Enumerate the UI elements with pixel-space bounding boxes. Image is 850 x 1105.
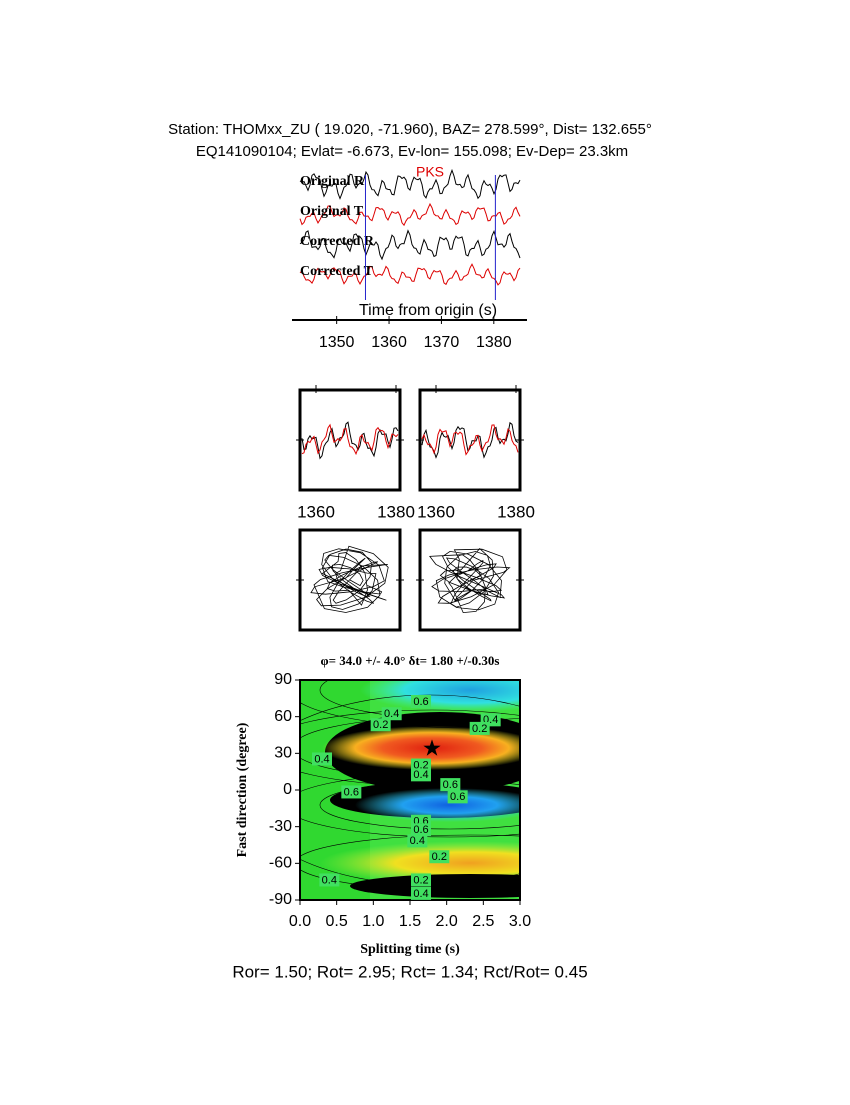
x-tick-label: 1.0 [362,913,384,930]
y-tick-label: 30 [274,745,292,762]
trace [299,202,521,227]
y-tick-label: 90 [274,671,292,688]
trace [421,424,519,456]
contour-label-box [312,752,332,766]
x-tick-label: 1360 [417,502,455,521]
station-line: Station: THOMxx_ZU ( 19.020, -71.960), B… [168,121,652,138]
contour-label: 0.6 [413,824,428,836]
x-tick-label: 1380 [476,334,512,351]
contour-label: 0.4 [410,835,425,847]
x-tick-label: 1370 [424,334,460,351]
contour-label: 0.2 [432,851,447,863]
contour-label-box [429,850,450,864]
x-axis-label: Splitting time (s) [360,942,460,957]
trace [299,263,521,286]
x-tick-label: 2.5 [472,913,494,930]
x-tick-label: 0.5 [326,913,348,930]
contour-label: 0.2 [413,874,428,886]
contour-label: 0.6 [413,696,428,708]
contour-label-box [411,768,431,782]
contour-label: 0.4 [322,874,337,886]
contour-label-box [407,834,428,848]
y-tick-label: -60 [269,855,292,872]
contour-label-box [447,790,468,804]
phase-label: PKS [416,164,444,180]
trace-label: Corrected T [300,264,374,279]
best-fit-star [423,739,441,756]
trace-label: Original T [300,204,364,219]
trace [299,229,521,261]
x-tick-label: 2.0 [436,913,458,930]
contour-label-box [411,758,431,772]
contour-title: φ= 34.0 +/- 4.0° δt= 1.80 +/-0.30s [321,653,500,668]
contour-label-box [370,718,391,732]
contour-label: 0.6 [344,786,359,798]
contour-label: 0.2 [373,719,388,731]
contour-label: 0.6 [443,779,458,791]
contour-label-box [440,778,461,792]
trace [301,423,399,456]
x-tick-label: 1380 [497,502,535,521]
contour-label-box [411,873,431,887]
contour-label: 0.2 [472,723,487,735]
trace [299,168,521,200]
event-line: EQ141090104; Evlat= -6.673, Ev-lon= 155.… [196,143,628,160]
y-tick-label: 60 [274,708,292,725]
contour-label: 0.4 [413,888,428,900]
x-tick-label: 1380 [377,502,415,521]
trace-label: Corrected R [300,234,375,249]
y-tick-label: -90 [269,891,292,908]
trace [301,421,399,460]
x-tick-label: 3.0 [509,913,531,930]
x-tick-label: 0.0 [289,913,311,930]
x-tick-label: 1350 [319,334,355,351]
y-axis-label: Fast direction (degree) [235,722,250,857]
contour-label-box [411,823,431,837]
contour-label-box [381,707,402,721]
contour-label-box [411,695,431,708]
x-tick-label: 1360 [371,334,407,351]
particle-motion [310,545,389,613]
contour-label-box [319,873,340,887]
x-tick-label: 1360 [297,502,335,521]
footer: Ror= 1.50; Rot= 2.95; Rct= 1.34; Rct/Rot… [232,962,587,981]
contour-label: 0.4 [314,753,329,765]
contour-label: 0.6 [450,791,465,803]
particle-motion [429,548,511,614]
contour-label: 0.4 [413,769,428,781]
trace-label: Original R [300,174,365,189]
x-axis-label: Time from origin (s) [359,302,497,319]
trace [421,421,519,459]
contour-label-box [469,721,490,735]
contour-label: 0.4 [384,708,399,720]
y-tick-label: 0 [283,781,292,798]
y-tick-label: -30 [269,818,292,835]
contour-label-box [411,886,431,900]
x-tick-label: 1.5 [399,913,421,930]
contour-label-box [341,785,362,799]
